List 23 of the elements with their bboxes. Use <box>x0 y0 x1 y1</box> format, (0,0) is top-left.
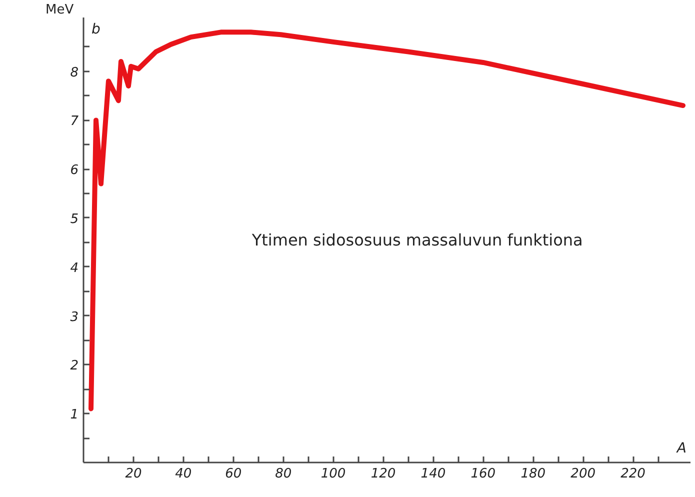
y-tick-label: 5 <box>70 212 79 227</box>
x-tick-label: 100 <box>320 466 346 482</box>
y-tick-label: 3 <box>70 310 79 325</box>
x-tick-label: 60 <box>225 466 242 482</box>
x-tick-label: 200 <box>570 466 596 482</box>
y-tick-label: 8 <box>70 65 79 80</box>
y-tick-label: 1 <box>70 408 79 423</box>
y-axis-title: b <box>92 22 100 38</box>
x-tick-label: 80 <box>275 466 292 482</box>
x-tick-label: 180 <box>520 466 546 482</box>
x-tick-label: 40 <box>175 466 192 482</box>
y-tick-label: 4 <box>70 260 79 276</box>
y-tick-label: 7 <box>70 114 80 130</box>
x-tick-label: 20 <box>125 466 142 482</box>
y-tick-label: 2 <box>70 358 79 374</box>
annotation: Ytimen sidososuus massaluvun funktiona <box>250 230 583 250</box>
x-tick-label: 220 <box>620 466 646 482</box>
x-axis-title: A <box>676 440 686 456</box>
x-tick-label: 120 <box>370 466 396 482</box>
y-tick-label: 6 <box>70 163 79 178</box>
x-tick-label: 140 <box>420 466 446 482</box>
text: MeV <box>46 2 74 18</box>
x-tick-label: 160 <box>470 466 496 482</box>
